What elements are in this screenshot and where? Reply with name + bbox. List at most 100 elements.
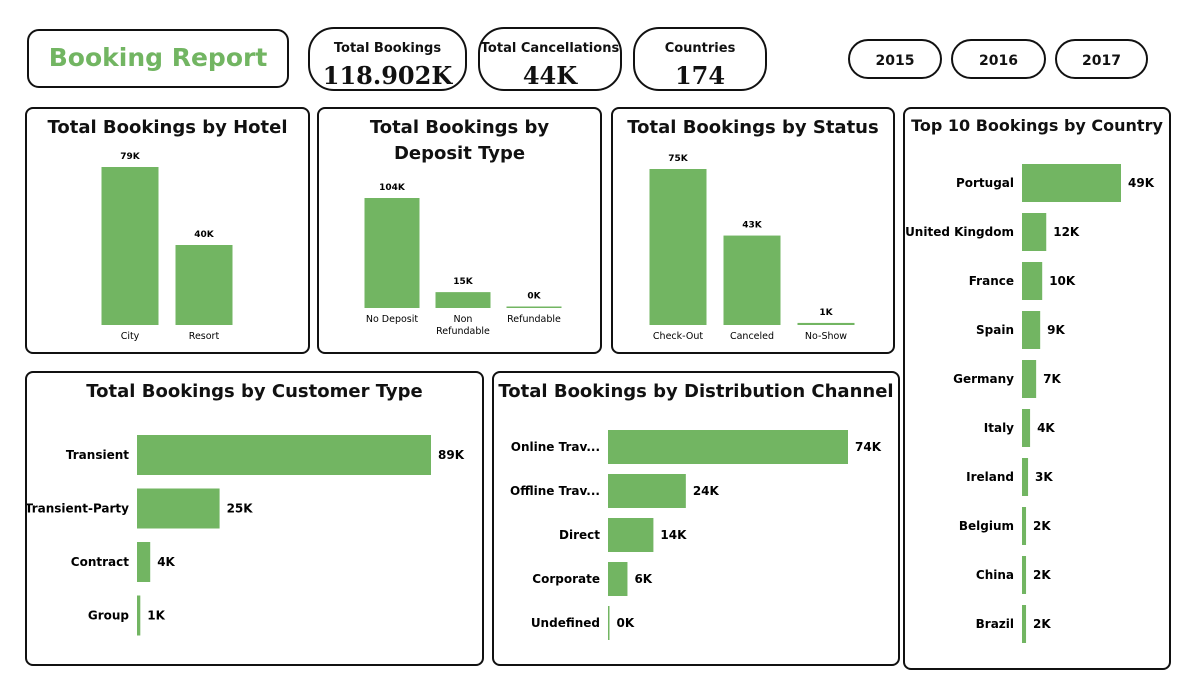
data-label: 40K (194, 230, 215, 240)
bar (101, 167, 159, 325)
kpi-label: Countries (664, 41, 736, 56)
chart-country: Portugal 49K United Kingdom 12K France 10K Spa… (905, 164, 1155, 643)
bar (797, 322, 855, 325)
bar (608, 606, 610, 640)
panel-channel: Total Bookings by Distribution Channel O… (492, 371, 900, 666)
bar (137, 595, 141, 636)
data-label: 10K (1049, 274, 1076, 288)
category-label: Portugal (956, 176, 1014, 190)
data-label: 0K (527, 292, 541, 302)
chart-customer: Transient 89K Transient-Party 25K Contract 4K… (27, 435, 465, 636)
category-label: Direct (559, 528, 600, 542)
category-label: Canceled (730, 331, 774, 342)
bar (1022, 507, 1027, 545)
bar (137, 435, 431, 475)
chart-hotel: 79K City 40K Resort (101, 152, 233, 342)
report-title-box: Booking Report (27, 29, 289, 88)
data-label: 24K (693, 484, 720, 498)
category-label: Refundable (507, 314, 561, 325)
data-label: 7K (1043, 372, 1061, 386)
kpi-value: 174 (674, 61, 726, 90)
panel-hotel: Total Bookings by Hotel 79K City 40K Resort (25, 107, 310, 354)
data-label: 104K (379, 183, 406, 193)
bar (649, 169, 707, 325)
kpi-total-cancellations: Total Cancellations 44K (478, 27, 622, 91)
data-label: 14K (660, 528, 687, 542)
category-label: Offline Trav... (510, 484, 600, 498)
data-label: 79K (120, 152, 141, 162)
chart-title: Total Bookings by Distribution Channel (498, 381, 894, 402)
bar (1022, 458, 1029, 496)
category-label: Refundable (436, 326, 490, 337)
data-label: 75K (668, 154, 689, 164)
data-label: 43K (742, 221, 763, 231)
bar (608, 474, 686, 508)
category-label: Italy (984, 421, 1014, 435)
chart-channel: Online Trav... 74K Offline Trav... 24K Direc… (510, 430, 882, 640)
category-label: Ireland (966, 470, 1014, 484)
kpi-total-bookings: Total Bookings 118.902K (308, 27, 467, 91)
bar (608, 562, 628, 596)
year-filter-2017[interactable]: 2017 (1055, 39, 1148, 79)
category-label: Online Trav... (511, 440, 600, 454)
kpi-value: 118.902K (322, 61, 453, 90)
category-label: France (969, 274, 1014, 288)
bar (1022, 213, 1047, 251)
data-label: 2K (1033, 568, 1051, 582)
category-label: Corporate (532, 572, 600, 586)
bar (137, 542, 151, 582)
category-label: Resort (189, 331, 220, 342)
bar (1022, 311, 1041, 349)
data-label: 89K (438, 448, 465, 462)
category-label: China (976, 568, 1014, 582)
bar (1022, 605, 1027, 643)
panel-deposit: Total Bookings by Deposit Type 104K No De… (317, 107, 602, 354)
bar (608, 518, 654, 552)
chart-title: Total Bookings by Status (627, 117, 879, 138)
category-label: Transient-Party (27, 502, 129, 516)
kpi-countries: Countries 174 (633, 27, 767, 91)
category-label: Brazil (976, 617, 1014, 631)
data-label: 4K (1037, 421, 1055, 435)
panel-status: Total Bookings by Status 75K Check-Out 43K… (611, 107, 895, 354)
data-label: 49K (1128, 176, 1155, 190)
chart-title: Total Bookings by Hotel (47, 117, 288, 138)
category-label: Transient (66, 448, 129, 462)
category-label: No Deposit (366, 314, 419, 325)
bar (364, 198, 420, 308)
data-label: 1K (147, 609, 165, 623)
year-filter-2016[interactable]: 2016 (951, 39, 1046, 79)
data-label: 15K (453, 277, 474, 287)
panel-country: Top 10 Bookings by Country Portugal 49K Un… (903, 107, 1171, 670)
bar (608, 430, 848, 464)
data-label: 9K (1047, 323, 1065, 337)
category-label: Non (454, 314, 473, 325)
data-label: 4K (157, 555, 175, 569)
kpi-value: 44K (522, 61, 578, 90)
category-label: Check-Out (653, 331, 703, 342)
chart-title: Total Bookings by Deposit Type (369, 117, 550, 164)
bar (1022, 164, 1121, 202)
year-filter-2015[interactable]: 2015 (848, 39, 942, 79)
chart-title: Total Bookings by Customer Type (86, 381, 423, 402)
bar (435, 292, 491, 308)
data-label: 6K (634, 572, 652, 586)
panel-customer: Total Bookings by Customer Type Transien… (25, 371, 484, 666)
chart-title: Top 10 Bookings by Country (911, 116, 1163, 135)
data-label: 3K (1035, 470, 1053, 484)
category-label: Germany (953, 372, 1014, 386)
data-label: 2K (1033, 617, 1051, 631)
bar (1022, 409, 1031, 447)
bar (1022, 556, 1027, 594)
data-label: 74K (855, 440, 882, 454)
bar (1022, 360, 1037, 398)
bar (137, 488, 220, 529)
category-label: Spain (976, 323, 1014, 337)
category-label: Undefined (531, 616, 600, 630)
data-label: 25K (227, 502, 254, 516)
bar (723, 235, 781, 325)
category-label: City (121, 331, 140, 342)
category-label: United Kingdom (905, 225, 1014, 239)
bar (1022, 262, 1043, 300)
